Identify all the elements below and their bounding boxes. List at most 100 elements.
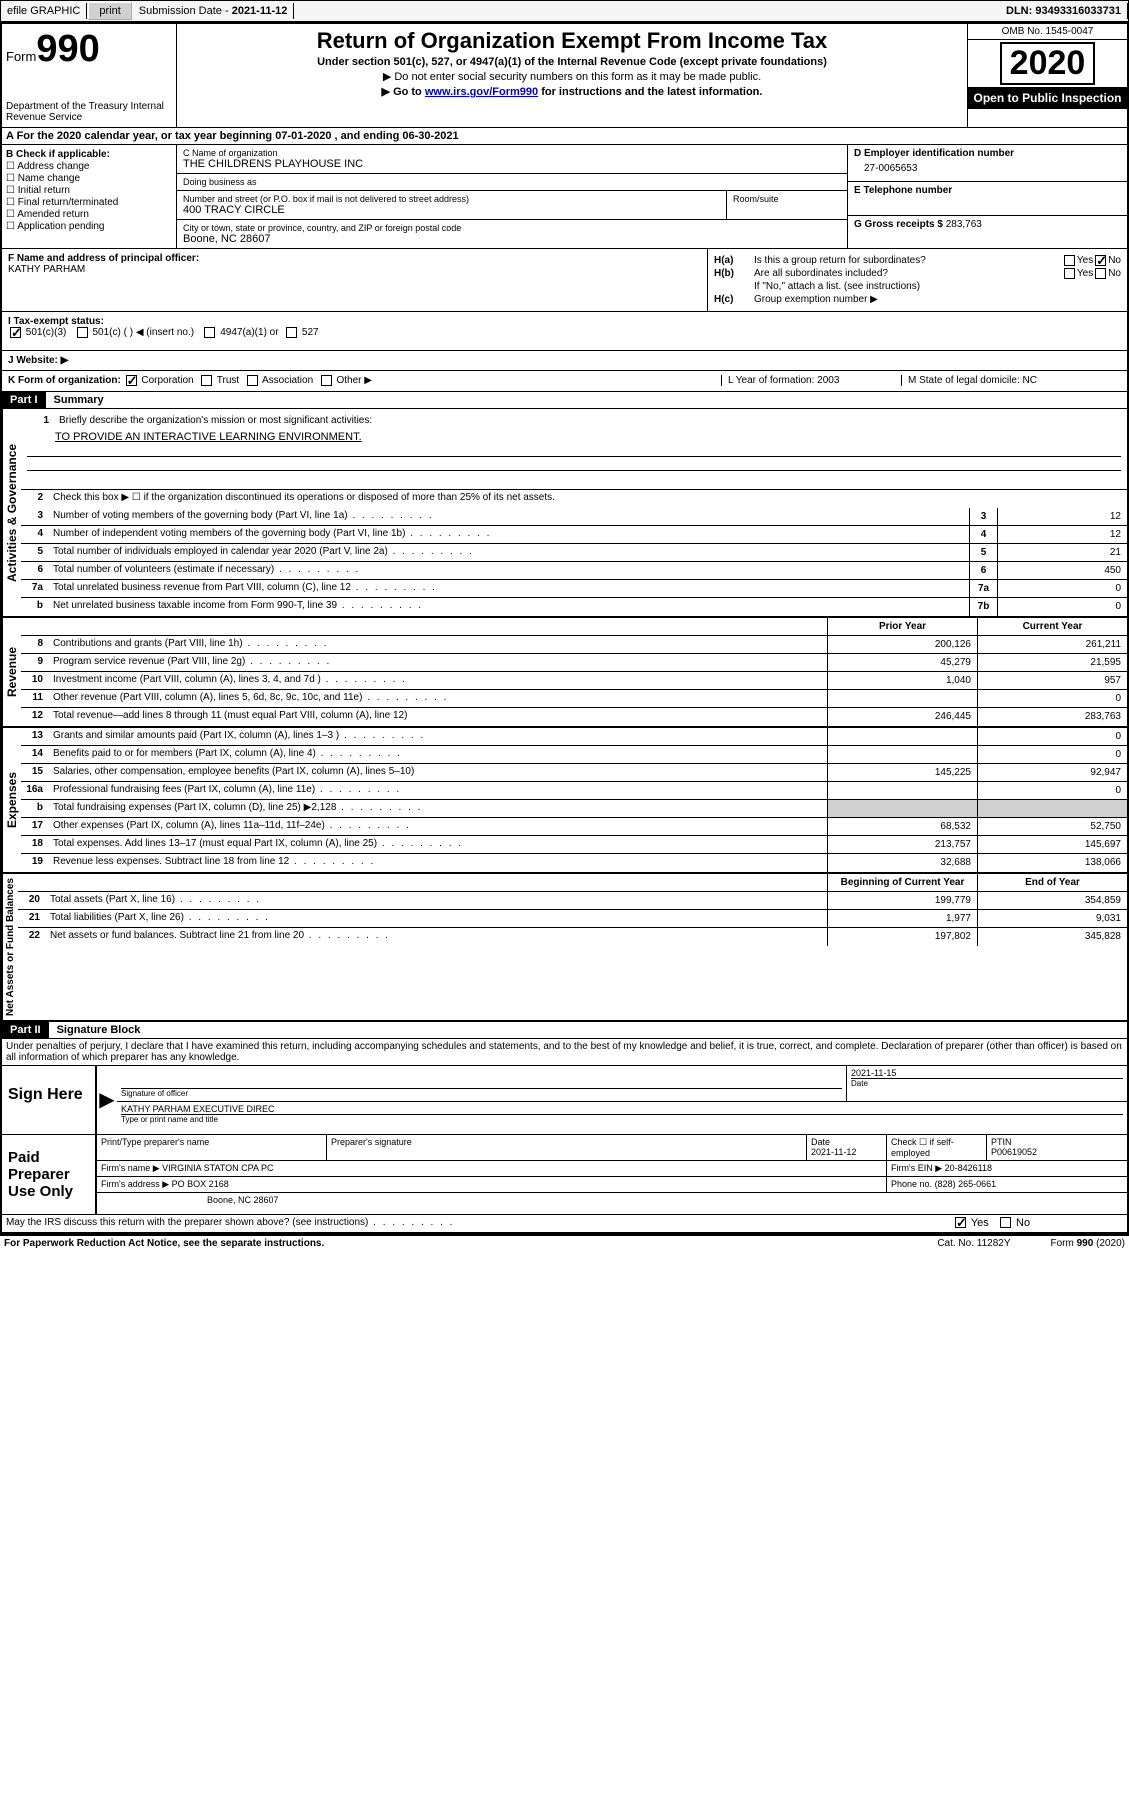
prep-date-label: Date (811, 1137, 882, 1147)
line-20: 20Total assets (Part X, line 16)199,7793… (18, 892, 1127, 910)
sign-here-label: Sign Here (2, 1066, 97, 1134)
firm-ein: 20-8426118 (945, 1163, 992, 1173)
chk-corp[interactable] (126, 375, 137, 386)
firm-addr2: Boone, NC 28607 (97, 1193, 1127, 1207)
ptin-label: PTIN (991, 1137, 1123, 1147)
sign-here-section: Sign Here ▶ Signature of officer 2021-11… (2, 1066, 1127, 1135)
b-label: B Check if applicable: (6, 149, 110, 160)
gov-line-b: bNet unrelated business taxable income f… (21, 598, 1127, 616)
prep-name-label: Print/Type preparer's name (101, 1137, 322, 1147)
i-label: I Tax-exempt status: (8, 316, 104, 327)
sign-date: 2021-11-15 (851, 1068, 1123, 1078)
chk-final-return[interactable]: ☐ Final return/terminated (6, 197, 172, 208)
line-16a: 16aProfessional fundraising fees (Part I… (21, 782, 1127, 800)
line-9: 9Program service revenue (Part VIII, lin… (21, 654, 1127, 672)
section-netassets: Net Assets or Fund Balances Beginning of… (2, 874, 1127, 1022)
officer-name: KATHY PARHAM (8, 264, 85, 275)
col-b: B Check if applicable: ☐ Address change … (2, 145, 177, 248)
line-19: 19Revenue less expenses. Subtract line 1… (21, 854, 1127, 872)
hb-text: Are all subordinates included? (754, 268, 1062, 279)
line-10: 10Investment income (Part VIII, column (… (21, 672, 1127, 690)
row-j: J Website: ▶ (2, 351, 1127, 371)
firm-phone-label: Phone no. (891, 1179, 932, 1189)
footer-left: For Paperwork Reduction Act Notice, see … (4, 1238, 937, 1249)
discuss-no[interactable] (1000, 1217, 1011, 1228)
ha-text: Is this a group return for subordinates? (754, 255, 1062, 266)
hb-no[interactable]: No (1093, 268, 1121, 279)
col-c: C Name of organization THE CHILDRENS PLA… (177, 145, 847, 248)
hb-yes[interactable]: Yes (1062, 268, 1093, 279)
chk-address-change[interactable]: ☐ Address change (6, 161, 172, 172)
sign-date-label: Date (851, 1078, 1123, 1088)
top-bar: efile GRAPHIC print Submission Date - 20… (0, 0, 1129, 22)
discuss-yes[interactable] (955, 1217, 966, 1228)
hb-note: If "No," attach a list. (see instruction… (754, 281, 1121, 292)
col-end: End of Year (977, 874, 1127, 891)
col-current: Current Year (977, 618, 1127, 635)
firm-addr-label: Firm's address ▶ (101, 1179, 169, 1189)
prep-date: 2021-11-12 (811, 1147, 882, 1157)
chk-trust[interactable] (201, 375, 212, 386)
ha-no[interactable]: No (1093, 255, 1121, 266)
instructions-link[interactable]: www.irs.gov/Form990 (425, 86, 538, 98)
chk-pending[interactable]: ☐ Application pending (6, 221, 172, 232)
k-label: K Form of organization: (8, 376, 121, 387)
prep-sig-label: Preparer's signature (331, 1137, 802, 1147)
footer: For Paperwork Reduction Act Notice, see … (0, 1235, 1129, 1251)
gross-value: 283,763 (946, 219, 982, 230)
form-note-2: ▶ Go to www.irs.gov/Form990 for instruct… (181, 85, 963, 98)
gov-line-3: 3Number of voting members of the governi… (21, 508, 1127, 526)
part-2-header: Part II Signature Block (2, 1022, 1127, 1039)
org-name: THE CHILDRENS PLAYHOUSE INC (183, 158, 841, 170)
col-prior: Prior Year (827, 618, 977, 635)
chk-527[interactable] (286, 327, 297, 338)
city-value: Boone, NC 28607 (183, 233, 841, 245)
form-note-1: ▶ Do not enter social security numbers o… (181, 70, 963, 83)
footer-mid: Cat. No. 11282Y (937, 1238, 1010, 1249)
chk-other[interactable] (321, 375, 332, 386)
form-number: Form990 (6, 28, 172, 71)
col-begin: Beginning of Current Year (827, 874, 977, 891)
addr-value: 400 TRACY CIRCLE (183, 204, 720, 216)
line-15: 15Salaries, other compensation, employee… (21, 764, 1127, 782)
form-header: Form990 Department of the Treasury Inter… (2, 24, 1127, 128)
k-state: M State of legal domicile: NC (901, 375, 1121, 386)
form-subtitle: Under section 501(c), 527, or 4947(a)(1)… (181, 56, 963, 68)
section-bcd: B Check if applicable: ☐ Address change … (2, 145, 1127, 249)
ein-value: 27-0065653 (854, 159, 1121, 178)
chk-501c3[interactable] (10, 327, 21, 338)
chk-name-change[interactable]: ☐ Name change (6, 173, 172, 184)
line-12: 12Total revenue—add lines 8 through 11 (… (21, 708, 1127, 726)
chk-4947[interactable] (204, 327, 215, 338)
k-year: L Year of formation: 2003 (721, 375, 901, 386)
inspection-label: Open to Public Inspection (968, 87, 1127, 109)
firm-addr1: PO BOX 2168 (172, 1179, 229, 1189)
chk-assoc[interactable] (247, 375, 258, 386)
vert-expenses: Expenses (2, 728, 21, 872)
prep-check-label: Check ☐ if self-employed (891, 1137, 982, 1158)
firm-ein-label: Firm's EIN ▶ (891, 1163, 942, 1173)
discuss-text: May the IRS discuss this return with the… (2, 1215, 947, 1232)
section-revenue: Revenue Prior Year Current Year 8Contrib… (2, 618, 1127, 728)
chk-initial-return[interactable]: ☐ Initial return (6, 185, 172, 196)
vert-governance: Activities & Governance (2, 409, 21, 616)
ha-label: H(a) (714, 255, 754, 266)
ein-label: D Employer identification number (854, 148, 1014, 159)
chk-501c[interactable] (77, 327, 88, 338)
gov-line-5: 5Total number of individuals employed in… (21, 544, 1127, 562)
section-governance: Activities & Governance 1 Briefly descri… (2, 409, 1127, 618)
org-name-label: C Name of organization (183, 148, 841, 158)
officer-name-label: Type or print name and title (121, 1114, 1123, 1124)
print-button[interactable]: print (88, 2, 131, 20)
line-11: 11Other revenue (Part VIII, column (A), … (21, 690, 1127, 708)
row-k: K Form of organization: Corporation Trus… (2, 371, 1127, 391)
efile-label: efile GRAPHIC (1, 3, 87, 19)
f-label: F Name and address of principal officer: (8, 253, 199, 264)
paid-preparer-section: Paid Preparer Use Only Print/Type prepar… (2, 1135, 1127, 1215)
ptin-value: P00619052 (991, 1147, 1123, 1157)
ha-yes[interactable]: Yes (1062, 255, 1093, 266)
form-container: Form990 Department of the Treasury Inter… (0, 22, 1129, 1235)
chk-amended[interactable]: ☐ Amended return (6, 209, 172, 220)
tax-year: 2020 (1000, 42, 1096, 85)
line-14: 14Benefits paid to or for members (Part … (21, 746, 1127, 764)
